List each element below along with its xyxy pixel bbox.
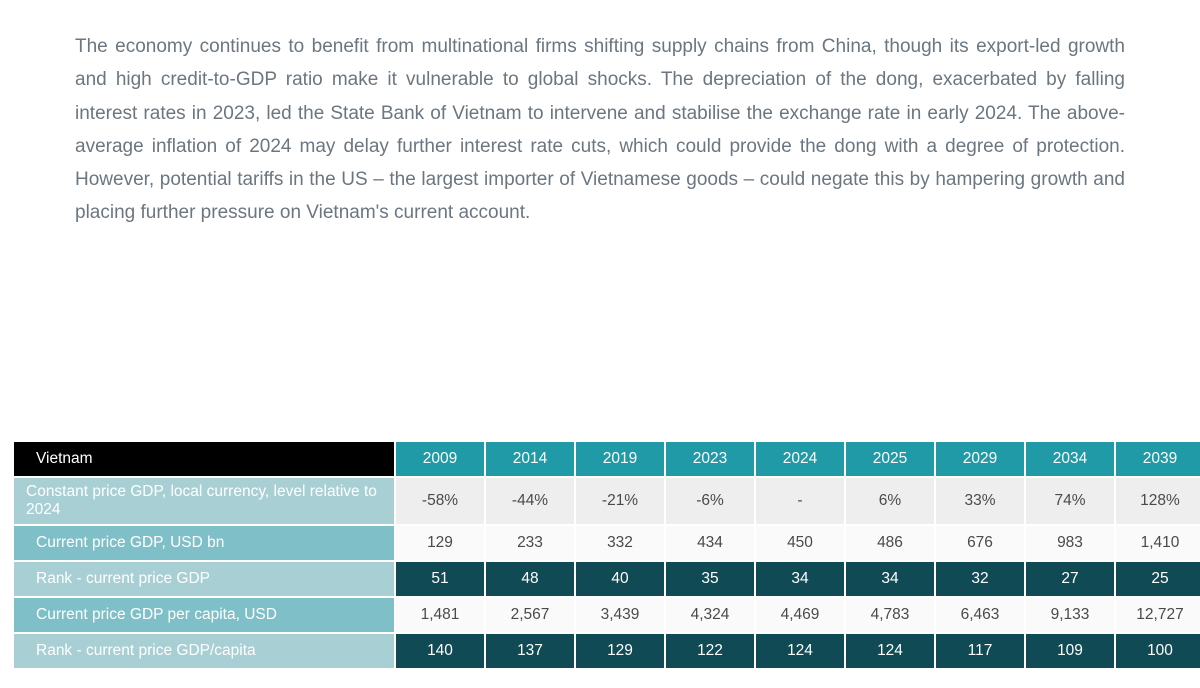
data-cell: 332 bbox=[576, 526, 664, 560]
year-header: 2034 bbox=[1026, 442, 1114, 476]
table-row: Current price GDP, USD bn129233332434450… bbox=[14, 526, 1200, 560]
data-cell: 6,463 bbox=[936, 598, 1024, 632]
data-cell: 32 bbox=[936, 562, 1024, 596]
data-cell: -44% bbox=[486, 478, 574, 524]
data-cell: 35 bbox=[666, 562, 754, 596]
data-cell: 129 bbox=[576, 634, 664, 668]
data-cell: 233 bbox=[486, 526, 574, 560]
data-cell: 129 bbox=[396, 526, 484, 560]
data-cell: 4,324 bbox=[666, 598, 754, 632]
row-label: Current price GDP per capita, USD bbox=[14, 598, 394, 632]
data-cell: 450 bbox=[756, 526, 844, 560]
data-cell: 12,727 bbox=[1116, 598, 1200, 632]
data-cell: 434 bbox=[666, 526, 754, 560]
data-cell: 122 bbox=[666, 634, 754, 668]
data-cell: 676 bbox=[936, 526, 1024, 560]
data-cell: -6% bbox=[666, 478, 754, 524]
data-cell: 2,567 bbox=[486, 598, 574, 632]
table-body: Constant price GDP, local currency, leve… bbox=[14, 478, 1200, 668]
row-label: Current price GDP, USD bn bbox=[14, 526, 394, 560]
data-cell: 9,133 bbox=[1026, 598, 1114, 632]
data-cell: 40 bbox=[576, 562, 664, 596]
data-cell: 74% bbox=[1026, 478, 1114, 524]
data-cell: 1,481 bbox=[396, 598, 484, 632]
body-paragraph: The economy continues to benefit from mu… bbox=[0, 0, 1200, 230]
data-cell: 124 bbox=[846, 634, 934, 668]
data-cell: 486 bbox=[846, 526, 934, 560]
data-cell: 1,410 bbox=[1116, 526, 1200, 560]
data-cell: 100 bbox=[1116, 634, 1200, 668]
year-header: 2025 bbox=[846, 442, 934, 476]
data-cell: 33% bbox=[936, 478, 1024, 524]
row-label: Constant price GDP, local currency, leve… bbox=[14, 478, 394, 524]
data-cell: 3,439 bbox=[576, 598, 664, 632]
data-cell: 4,469 bbox=[756, 598, 844, 632]
table-row: Constant price GDP, local currency, leve… bbox=[14, 478, 1200, 524]
row-label: Rank - current price GDP/capita bbox=[14, 634, 394, 668]
table-row: Current price GDP per capita, USD1,4812,… bbox=[14, 598, 1200, 632]
table-row: Rank - current price GDP/capita140137129… bbox=[14, 634, 1200, 668]
row-label: Rank - current price GDP bbox=[14, 562, 394, 596]
data-cell: 34 bbox=[846, 562, 934, 596]
spacer bbox=[0, 230, 1200, 440]
data-table: Vietnam 2009 2014 2019 2023 2024 2025 20… bbox=[12, 440, 1200, 670]
data-cell: 34 bbox=[756, 562, 844, 596]
table-corner-cell: Vietnam bbox=[14, 442, 394, 476]
data-cell: 983 bbox=[1026, 526, 1114, 560]
data-cell: 140 bbox=[396, 634, 484, 668]
data-cell: 128% bbox=[1116, 478, 1200, 524]
year-header: 2019 bbox=[576, 442, 664, 476]
year-header: 2014 bbox=[486, 442, 574, 476]
year-header: 2029 bbox=[936, 442, 1024, 476]
table-row: Rank - current price GDP5148403534343227… bbox=[14, 562, 1200, 596]
data-cell: 137 bbox=[486, 634, 574, 668]
data-cell: 6% bbox=[846, 478, 934, 524]
year-header: 2009 bbox=[396, 442, 484, 476]
data-cell: 124 bbox=[756, 634, 844, 668]
year-header: 2039 bbox=[1116, 442, 1200, 476]
year-header: 2023 bbox=[666, 442, 754, 476]
data-cell: - bbox=[756, 478, 844, 524]
data-cell: 117 bbox=[936, 634, 1024, 668]
year-header: 2024 bbox=[756, 442, 844, 476]
table-header-row: Vietnam 2009 2014 2019 2023 2024 2025 20… bbox=[14, 442, 1200, 476]
data-cell: 51 bbox=[396, 562, 484, 596]
data-cell: 4,783 bbox=[846, 598, 934, 632]
data-cell: 25 bbox=[1116, 562, 1200, 596]
data-cell: 48 bbox=[486, 562, 574, 596]
data-cell: 109 bbox=[1026, 634, 1114, 668]
data-cell: 27 bbox=[1026, 562, 1114, 596]
data-cell: -58% bbox=[396, 478, 484, 524]
data-cell: -21% bbox=[576, 478, 664, 524]
